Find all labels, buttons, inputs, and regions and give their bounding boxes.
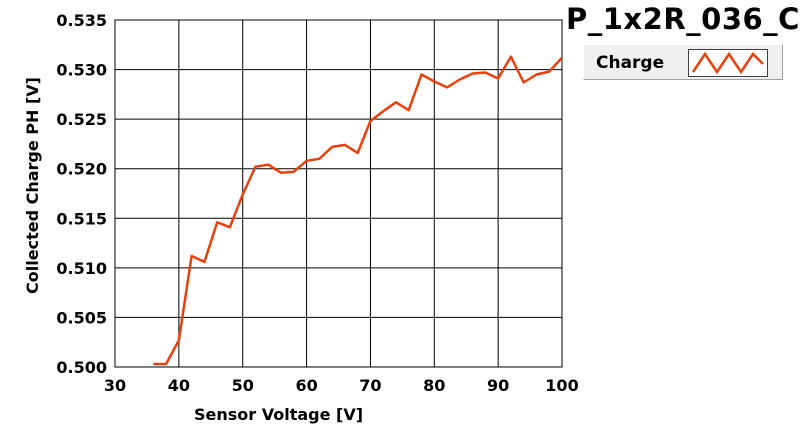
x-axis-title: Sensor Voltage [V] (194, 405, 363, 424)
series-line-charge (153, 55, 563, 366)
x-tick-label: 70 (359, 376, 381, 395)
x-tick-label: 60 (295, 376, 317, 395)
y-tick-label: 0.520 (56, 160, 107, 179)
y-tick-label: 0.500 (56, 358, 107, 377)
x-tick-label: 30 (104, 376, 126, 395)
x-tick-label: 90 (487, 376, 509, 395)
y-tick-label: 0.510 (56, 259, 107, 278)
y-tick-label: 0.530 (56, 61, 107, 80)
x-tick-label: 40 (168, 376, 190, 395)
legend[interactable]: Charge (583, 44, 783, 80)
chart-title: P_1x2R_036_C (566, 2, 800, 36)
series-layer (153, 55, 563, 366)
y-tick-label: 0.535 (56, 11, 107, 30)
y-axis-title: Collected Charge PH [V] (23, 77, 42, 294)
grid (114, 19, 563, 368)
plot-area (114, 19, 563, 368)
zigzag-line-icon (691, 51, 764, 75)
x-tick-label: 80 (423, 376, 445, 395)
y-tick-label: 0.525 (56, 110, 107, 129)
y-tick-label: 0.505 (56, 308, 107, 327)
y-tick-label: 0.515 (56, 209, 107, 228)
x-tick-label: 50 (232, 376, 254, 395)
tick-labels: 30 40 50 60 70 80 90 100 0.500 0.505 0.510 0.515 0.5… (56, 11, 578, 395)
legend-label: Charge (596, 53, 665, 73)
x-tick-label: 100 (545, 376, 578, 395)
legend-swatch[interactable] (688, 49, 768, 77)
